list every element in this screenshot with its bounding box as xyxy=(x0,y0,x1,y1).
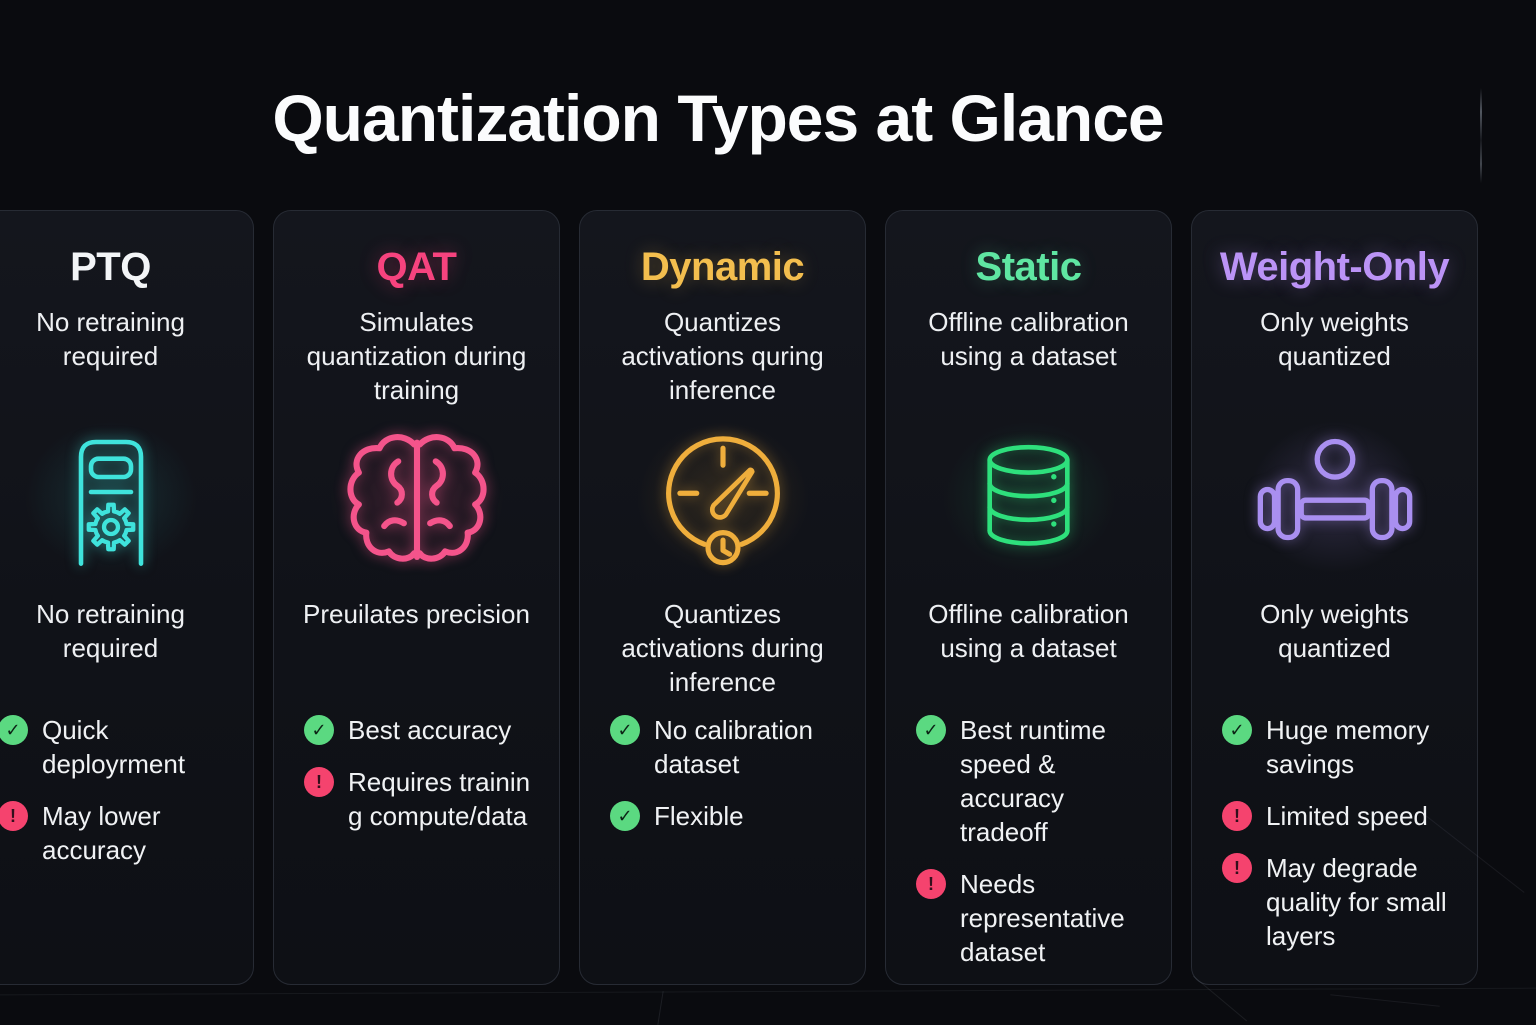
bullet-text: No calibration dataset xyxy=(654,715,813,779)
warning-icon: ! xyxy=(916,869,946,899)
bullet-text: Limited speed xyxy=(1266,801,1428,831)
icon-area xyxy=(0,392,233,602)
icon-area xyxy=(294,392,539,602)
icon-area xyxy=(906,392,1151,602)
background-line xyxy=(0,987,1536,996)
card-subtitle: Offline calibration using a dataset xyxy=(928,307,1129,371)
bullet-text: Best accuracy xyxy=(348,715,512,745)
warning-icon: ! xyxy=(1222,853,1252,883)
card-static: Static Offline calibration using a datas… xyxy=(885,210,1172,985)
bullet-text: Flexible xyxy=(654,801,744,831)
bullet-con: ! Limited speed xyxy=(1222,799,1457,833)
bullet-text: Needs representative dataset xyxy=(960,869,1125,967)
warning-icon: ! xyxy=(1222,801,1252,831)
page-title: Quantization Types at Glance xyxy=(272,81,1164,155)
bullet-con: ! Requires training compute/data xyxy=(304,765,539,833)
card-description: Preuilates precision xyxy=(303,599,530,629)
card-description: Quantizes activations during inference xyxy=(621,599,824,697)
card-title: QAT xyxy=(376,245,457,289)
card-description: Offline calibration using a dataset xyxy=(928,599,1129,663)
warning-icon: ! xyxy=(304,767,334,797)
bullet-con: ! May degrade quality for small layers xyxy=(1222,851,1457,953)
server-tower-icon xyxy=(78,439,143,566)
card-dynamic: Dynamic Quantizes activations quring inf… xyxy=(579,210,866,985)
bullet-pro: ✓ No calibration dataset xyxy=(610,713,845,781)
icon-glow xyxy=(0,392,231,602)
bullet-pro: ✓ Huge memory savings xyxy=(1222,713,1457,781)
background-line xyxy=(1330,994,1440,1007)
card-title: Weight-Only xyxy=(1219,245,1450,289)
bullet-pro: ✓ Flexible xyxy=(610,799,845,833)
bullet-con: ! Needs representative dataset xyxy=(916,867,1151,969)
card-description: No retraining required xyxy=(36,599,185,663)
card-title: Dynamic xyxy=(640,245,805,289)
dumbbell-icon xyxy=(1257,438,1412,540)
card-title: Static xyxy=(975,245,1082,289)
check-icon: ✓ xyxy=(0,715,28,745)
bullet-list: ✓ No calibration dataset ✓ Flexible xyxy=(600,713,845,833)
bullet-pro: ✓ Best runtime speed & accuracy tradeoff xyxy=(916,713,1151,849)
brain-icon xyxy=(346,434,487,562)
bullet-list: ✓ Quick deployrment ! May lower accuracy xyxy=(0,713,233,867)
bullet-text: May degrade quality for small layers xyxy=(1266,853,1447,951)
bullet-list: ✓ Best accuracy ! Requires training comp… xyxy=(294,713,539,833)
check-icon: ✓ xyxy=(1222,715,1252,745)
bullet-list: ✓ Huge memory savings ! Limited speed ! … xyxy=(1212,713,1457,953)
bullet-text: Best runtime speed & accuracy tradeoff xyxy=(960,715,1106,847)
background-line xyxy=(657,991,664,1025)
bullet-list: ✓ Best runtime speed & accuracy tradeoff… xyxy=(906,713,1151,969)
icon-area xyxy=(600,392,845,602)
card-subtitle: Only weights quantized xyxy=(1260,307,1409,371)
card-ptq: PTQ No retraining required No retraining… xyxy=(0,210,254,985)
check-icon: ✓ xyxy=(610,801,640,831)
bullet-text: Quick deployrment xyxy=(42,715,186,779)
bullet-con: ! May lower accuracy xyxy=(0,799,233,867)
icon-area xyxy=(1212,392,1457,602)
card-title: PTQ xyxy=(70,245,151,289)
background-line xyxy=(1480,88,1482,183)
gauge-clock-icon xyxy=(665,436,780,566)
card-subtitle: No retraining required xyxy=(36,307,185,371)
check-icon: ✓ xyxy=(304,715,334,745)
bullet-pro: ✓ Best accuracy xyxy=(304,713,539,747)
check-icon: ✓ xyxy=(610,715,640,745)
bullet-text: Requires training compute/data xyxy=(348,767,531,831)
database-icon xyxy=(987,444,1070,546)
check-icon: ✓ xyxy=(916,715,946,745)
card-row: PTQ No retraining required No retraining… xyxy=(0,210,1478,985)
card-description: Only weights quantized xyxy=(1260,599,1409,663)
warning-icon: ! xyxy=(0,801,28,831)
bullet-pro: ✓ Quick deployrment xyxy=(0,713,233,781)
card-subtitle: Quantizes activations quring inference xyxy=(621,307,824,405)
bullet-text: May lower accuracy xyxy=(42,801,161,865)
card-weight-only: Weight-Only Only weights quantized Only … xyxy=(1191,210,1478,985)
bullet-text: Huge memory savings xyxy=(1266,715,1430,779)
card-subtitle: Simulates quantization during training xyxy=(306,307,527,405)
card-qat: QAT Simulates quantization during traini… xyxy=(273,210,560,985)
